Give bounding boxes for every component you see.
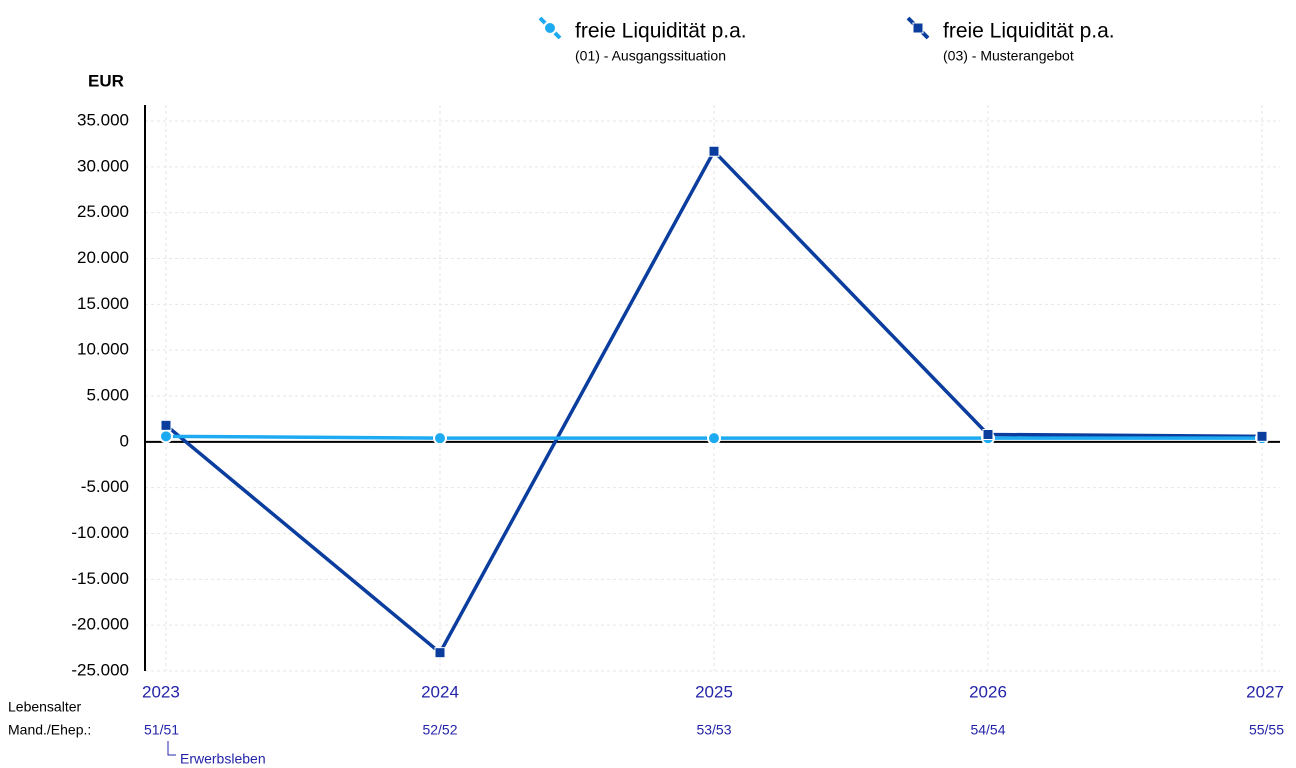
age-label: 54/54 [970,722,1005,738]
y-tick-label: -20.000 [71,615,129,634]
y-tick-label: 5.000 [86,385,129,404]
age-label: 51/51 [144,722,179,738]
age-label: 55/55 [1249,722,1284,738]
point [433,431,447,446]
point [160,419,172,431]
point [1256,430,1268,442]
y-tick-label: 25.000 [77,202,129,221]
phase-bracket [167,741,176,756]
x-tick-label: 2026 [969,682,1007,701]
phase-label: Erwerbsleben [180,751,266,767]
y-axis-label: EUR [88,71,124,90]
row-label: Mand./Ehep.: [8,722,91,738]
legend-label: freie Liquidität p.a. [943,20,1115,43]
y-tick-label: 0 [120,431,129,450]
legend-sublabel: (03) - Musterangebot [943,48,1074,64]
point [434,647,446,659]
y-tick-label: 35.000 [77,110,129,129]
y-tick-label: -15.000 [71,569,129,588]
point [707,431,721,446]
point [159,429,173,444]
age-label: 52/52 [422,722,457,738]
legend-marker [912,22,924,34]
point [708,145,720,157]
legend-label: freie Liquidität p.a. [575,20,747,43]
age-label: 53/53 [696,722,731,738]
y-tick-label: -25.000 [71,660,129,679]
y-tick-label: 30.000 [77,156,129,175]
x-tick-label: 2023 [142,682,180,701]
y-tick-label: 15.000 [77,294,129,313]
y-tick-label: -10.000 [71,523,129,542]
y-tick-label: 10.000 [77,340,129,359]
y-tick-label: 20.000 [77,248,129,267]
x-tick-label: 2024 [421,682,459,701]
legend-sublabel: (01) - Ausgangssituation [575,48,726,64]
x-tick-label: 2025 [695,682,733,701]
legend-marker [543,21,557,35]
x-tick-label: 2027 [1246,682,1284,701]
point [982,429,994,440]
row-label: Lebensalter [8,699,82,715]
y-tick-label: -5.000 [81,477,129,496]
